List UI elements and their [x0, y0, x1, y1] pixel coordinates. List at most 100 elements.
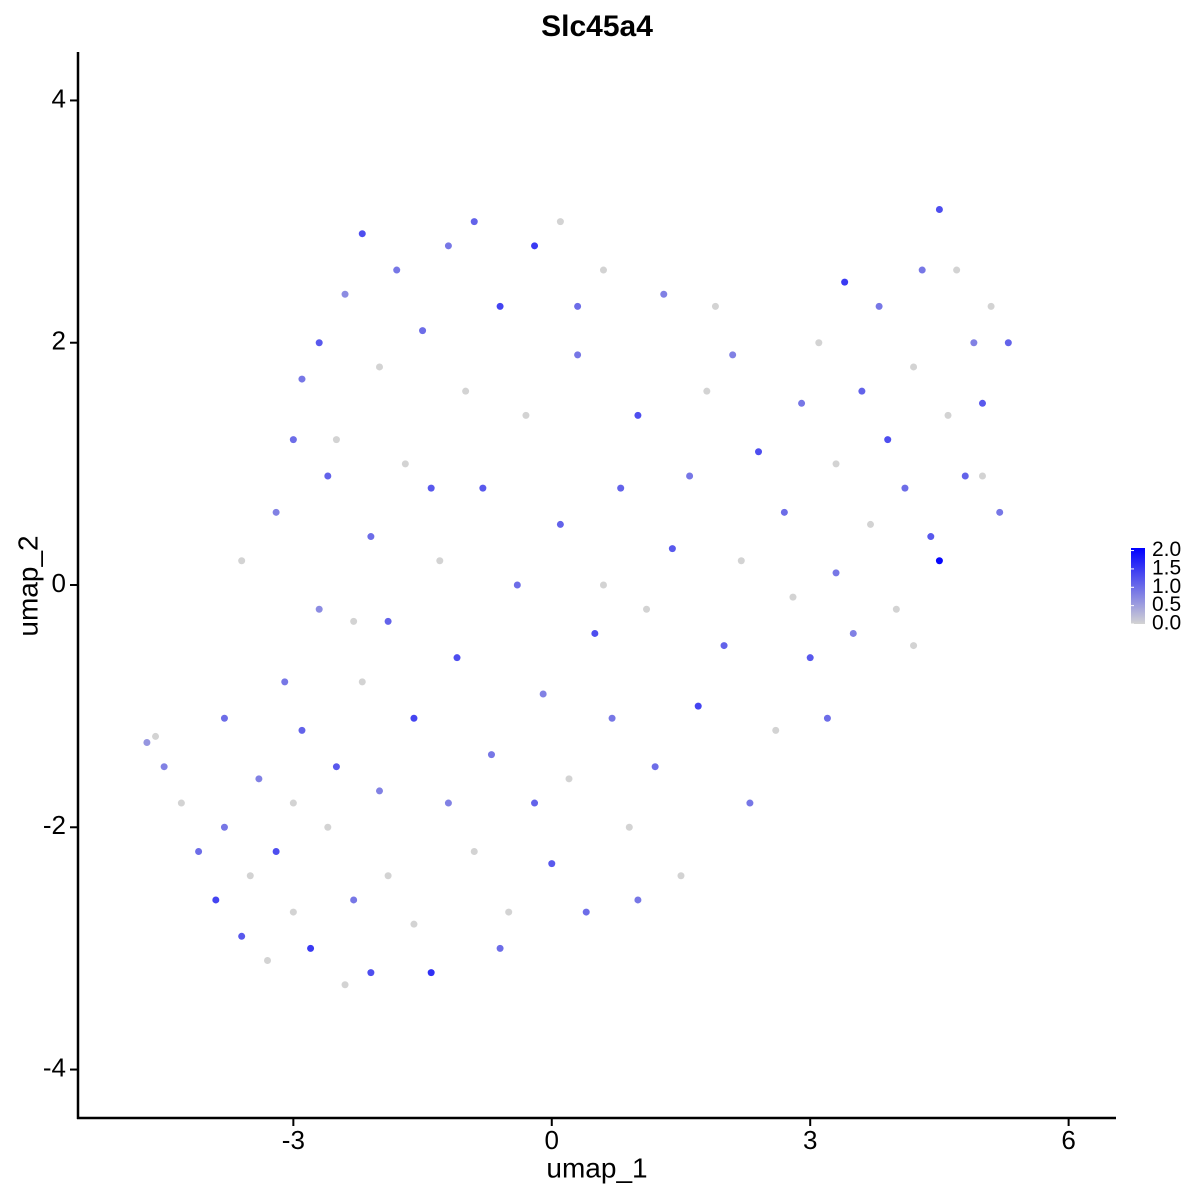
- point: [935, 205, 943, 213]
- point: [823, 714, 831, 722]
- y-tick-label: 0: [52, 568, 66, 598]
- point: [470, 848, 478, 855]
- x-tick-label: 0: [545, 1125, 559, 1155]
- point: [703, 387, 711, 395]
- point: [436, 557, 444, 565]
- point: [694, 702, 702, 710]
- point: [608, 714, 616, 722]
- point: [574, 302, 582, 310]
- point: [987, 302, 995, 310]
- point: [513, 581, 521, 589]
- point: [444, 799, 452, 807]
- point: [195, 848, 203, 855]
- point: [944, 411, 952, 419]
- point: [367, 969, 375, 977]
- point: [324, 472, 332, 480]
- point: [212, 896, 220, 904]
- point: [634, 896, 642, 904]
- point: [806, 654, 814, 662]
- point: [384, 872, 392, 880]
- point: [531, 242, 539, 250]
- point: [375, 363, 383, 371]
- point: [970, 339, 978, 347]
- point: [729, 351, 737, 359]
- point: [272, 848, 280, 855]
- point: [220, 823, 228, 831]
- point: [479, 484, 487, 492]
- point: [522, 411, 530, 419]
- point: [470, 218, 478, 226]
- point: [358, 230, 366, 238]
- point: [367, 533, 375, 541]
- point: [910, 642, 918, 650]
- point: [324, 823, 332, 831]
- point: [746, 799, 754, 807]
- point: [152, 732, 160, 740]
- point: [177, 799, 185, 807]
- y-axis-label: umap_2: [12, 535, 43, 636]
- point: [789, 593, 797, 601]
- point: [289, 908, 297, 916]
- point: [780, 508, 788, 516]
- point: [289, 799, 297, 807]
- point: [238, 932, 246, 940]
- point: [539, 690, 547, 698]
- point: [548, 860, 556, 868]
- point: [384, 617, 392, 625]
- point: [427, 969, 435, 977]
- point: [350, 617, 358, 625]
- point: [643, 605, 651, 613]
- point: [910, 363, 918, 371]
- point: [453, 654, 461, 662]
- point: [505, 908, 513, 916]
- point: [375, 787, 383, 795]
- point: [332, 763, 340, 771]
- x-tick-label: 6: [1061, 1125, 1075, 1155]
- point: [617, 484, 625, 492]
- point: [953, 266, 961, 274]
- point: [737, 557, 745, 565]
- point: [298, 375, 306, 383]
- x-axis-label: umap_1: [546, 1152, 647, 1183]
- point: [298, 726, 306, 734]
- point: [496, 302, 504, 310]
- colorbar: [1131, 548, 1145, 624]
- y-tick-label: 4: [52, 83, 66, 113]
- y-tick-label: 2: [52, 326, 66, 356]
- point: [487, 751, 495, 759]
- point: [272, 508, 280, 516]
- point: [315, 339, 323, 347]
- point: [350, 896, 358, 904]
- point: [858, 387, 866, 395]
- point: [341, 981, 349, 989]
- point: [849, 629, 857, 637]
- point: [927, 533, 935, 541]
- point: [884, 436, 892, 444]
- point: [264, 957, 272, 965]
- point: [556, 218, 564, 226]
- point: [419, 327, 427, 335]
- point: [255, 775, 263, 783]
- point: [866, 520, 874, 528]
- point: [582, 908, 590, 916]
- point: [625, 823, 633, 831]
- point: [599, 581, 607, 589]
- point: [772, 726, 780, 734]
- point: [220, 714, 228, 722]
- point: [238, 557, 246, 565]
- x-tick-label: -3: [282, 1125, 305, 1155]
- point: [427, 484, 435, 492]
- point: [892, 605, 900, 613]
- point: [978, 399, 986, 407]
- point: [281, 678, 289, 686]
- y-tick-label: -2: [43, 810, 66, 840]
- point: [875, 302, 883, 310]
- point: [289, 436, 297, 444]
- colorbar-tick-label: 1.0: [1152, 575, 1181, 598]
- colorbar-tick-label: 0.0: [1152, 612, 1181, 635]
- point: [720, 642, 728, 650]
- point: [798, 399, 806, 407]
- point: [961, 472, 969, 480]
- point: [832, 460, 840, 468]
